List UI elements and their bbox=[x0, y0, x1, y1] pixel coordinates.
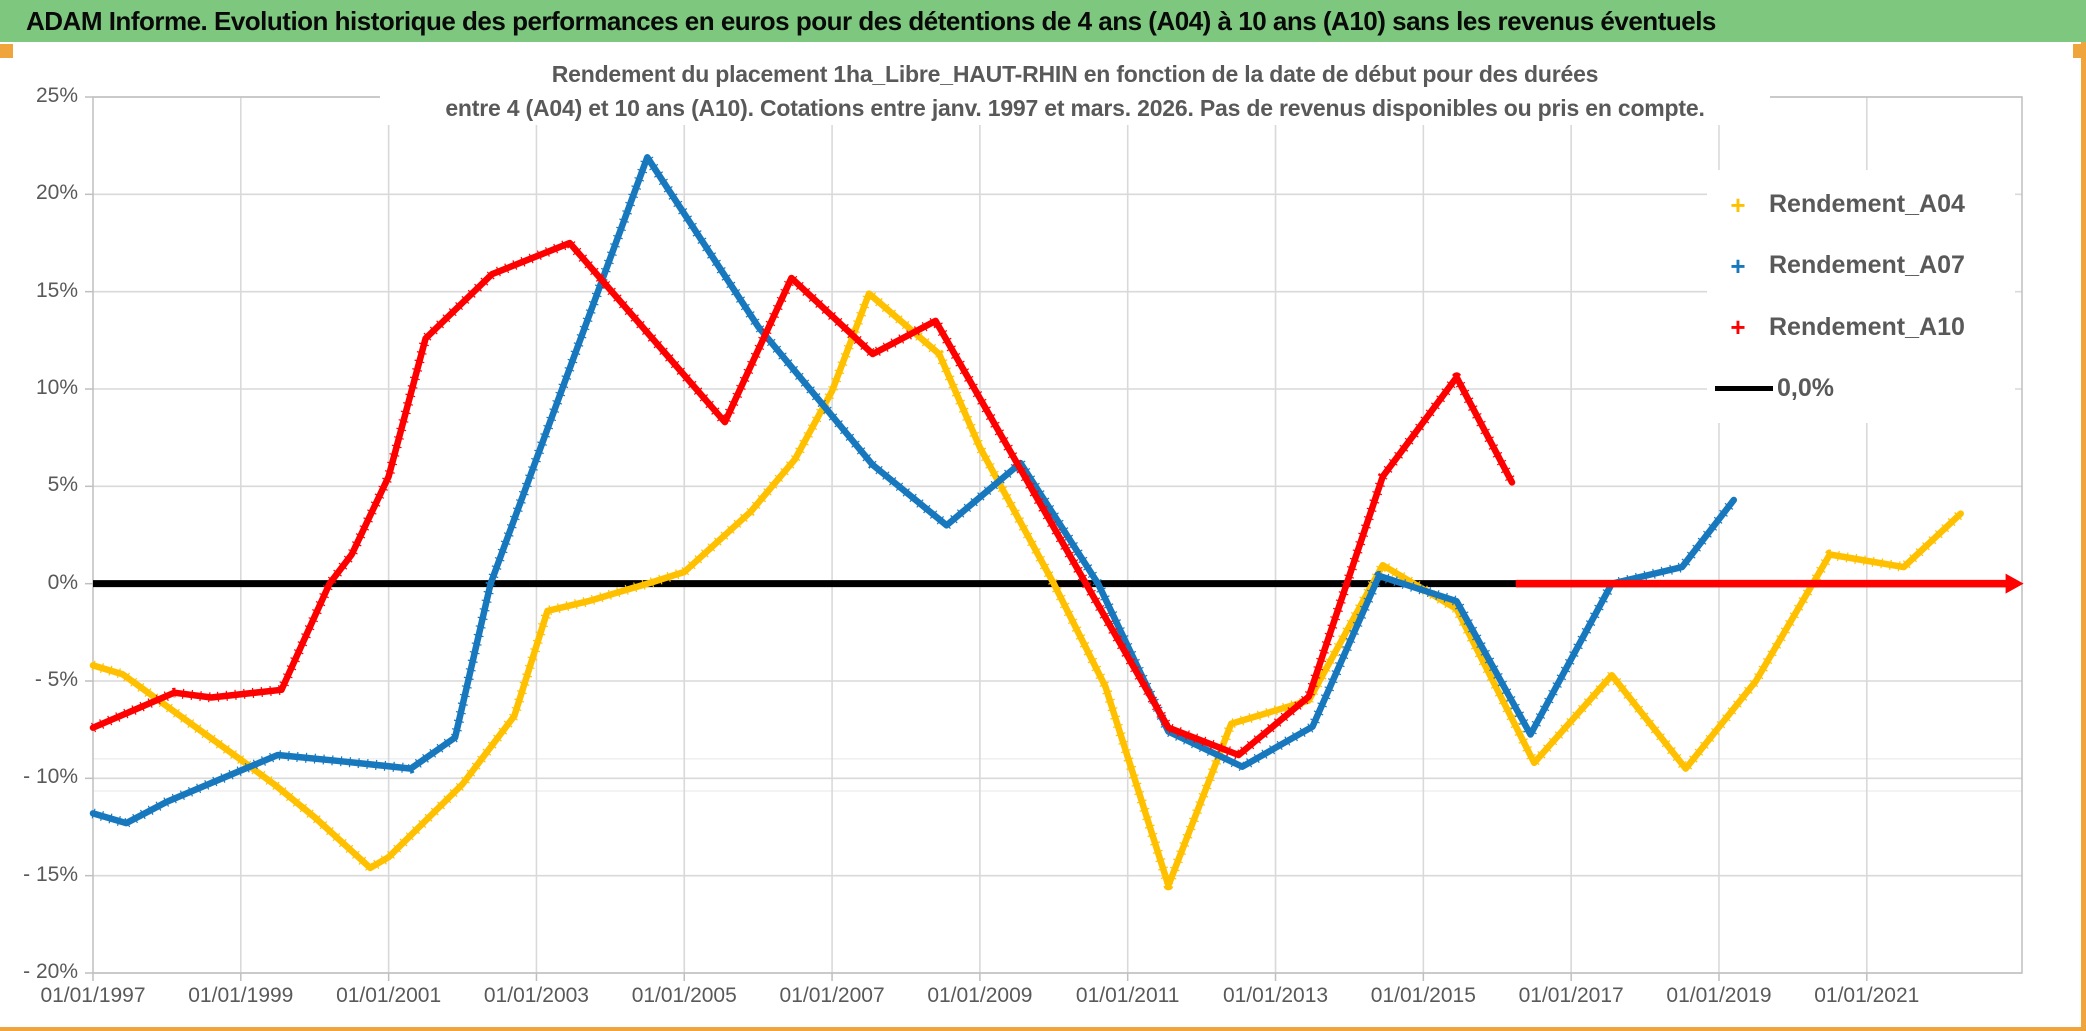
y-axis-tick-label: - 20% bbox=[23, 960, 78, 983]
y-axis-tick-label: - 5% bbox=[34, 668, 78, 691]
window-title: ADAM Informe. Evolution historique des p… bbox=[26, 5, 1716, 36]
legend-label: Rendement_A04 bbox=[1769, 190, 1965, 219]
legend-item-zero-line: — 0,0% bbox=[1707, 367, 2015, 409]
x-axis-tick-label: 01/01/2009 bbox=[927, 984, 1033, 1007]
y-axis-tick-label: 15% bbox=[35, 278, 78, 302]
legend-label: Rendement_A10 bbox=[1769, 312, 1965, 341]
legend-label: Rendement_A07 bbox=[1769, 251, 1965, 280]
plus-marker-icon: + bbox=[1730, 189, 1746, 220]
legend-label: 0,0% bbox=[1777, 373, 1834, 402]
x-axis-tick-label: 01/01/2007 bbox=[779, 984, 885, 1007]
line-swatch-icon: — bbox=[1715, 385, 1773, 391]
y-axis-tick-label: - 15% bbox=[23, 862, 78, 886]
y-axis-tick-label: 20% bbox=[35, 181, 78, 205]
x-axis-tick-label: 01/01/1997 bbox=[40, 984, 146, 1007]
selection-handle-left[interactable] bbox=[0, 44, 13, 58]
x-axis-tick-label: 01/01/2019 bbox=[1666, 984, 1772, 1007]
window-border-right bbox=[2081, 42, 2086, 1031]
window-border-bottom bbox=[0, 1027, 2086, 1031]
plus-marker-icon: + bbox=[1730, 250, 1746, 281]
legend-item-rendement-a04: + Rendement_A04 bbox=[1707, 184, 2015, 226]
y-axis-tick-label: 5% bbox=[47, 473, 78, 497]
title-bar: ADAM Informe. Evolution historique des p… bbox=[0, 0, 2086, 42]
x-axis-tick-label: 01/01/2003 bbox=[483, 984, 589, 1007]
y-axis-tick-label: 0% bbox=[47, 570, 78, 594]
y-axis-labels: 25% 20% 15% 10% 5% 0% - 5% - 10% - 15% - 20% bbox=[0, 0, 82, 1031]
y-axis-tick-label: 10% bbox=[35, 376, 78, 399]
x-axis-tick-label: 01/01/2013 bbox=[1222, 984, 1329, 1007]
x-axis-labels: 01/01/1997 01/01/1999 01/01/2001 01/01/2003… bbox=[0, 984, 2086, 1014]
x-axis-tick-label: 01/01/2017 bbox=[1518, 984, 1624, 1007]
chart-title-line2: entre 4 (A04) et 10 ans (A10). Cotations… bbox=[445, 95, 1705, 121]
plus-marker-icon: + bbox=[1730, 312, 1746, 343]
legend-item-rendement-a07: + Rendement_A07 bbox=[1707, 245, 2015, 287]
y-axis-tick-label: 25% bbox=[35, 84, 78, 107]
x-axis-tick-label: 01/01/2021 bbox=[1814, 984, 1920, 1007]
chart-title: Rendement du placement 1ha_Libre_HAUT-RH… bbox=[380, 57, 1770, 125]
x-axis-tick-label: 01/01/2005 bbox=[631, 984, 737, 1007]
chart-title-line1: Rendement du placement 1ha_Libre_HAUT-RH… bbox=[551, 61, 1599, 87]
chart-legend: + Rendement_A04 + Rendement_A07 + Rendem… bbox=[1707, 170, 2015, 423]
legend-item-rendement-a10: + Rendement_A10 bbox=[1707, 306, 2015, 348]
x-axis-tick-label: 01/01/2001 bbox=[336, 984, 442, 1007]
y-axis-tick-label: - 10% bbox=[23, 765, 78, 789]
x-axis-tick-label: 01/01/2011 bbox=[1075, 984, 1180, 1007]
x-axis-tick-label: 01/01/1999 bbox=[188, 984, 294, 1007]
x-axis-tick-label: 01/01/2015 bbox=[1370, 984, 1476, 1007]
